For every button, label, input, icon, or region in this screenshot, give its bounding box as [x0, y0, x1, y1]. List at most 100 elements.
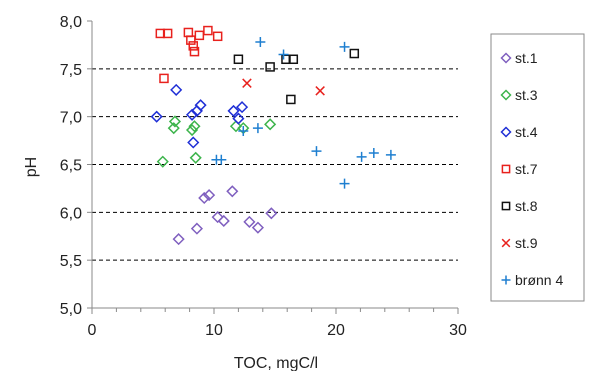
data-point [368, 148, 379, 159]
plus-marker [356, 151, 367, 162]
data-point [385, 149, 396, 160]
y-axis-ticks: 5,0 5,5 6,0 6,5 7,0 7,5 8,0 [60, 14, 92, 318]
series-br-nn-4 [211, 37, 396, 189]
series-st-4 [150, 83, 249, 149]
diamond-marker [198, 191, 211, 205]
legend-label: st.4 [515, 124, 538, 140]
legend-item: st.8 [501, 198, 538, 214]
diamond-marker [185, 108, 199, 121]
data-point [156, 155, 169, 168]
diamond-marker [150, 110, 163, 123]
diamond-marker [227, 104, 240, 117]
data-point [232, 112, 245, 125]
y-tick-label: 7,5 [60, 62, 82, 79]
data-point [356, 151, 367, 162]
gridlines [92, 68, 458, 261]
y-tick-label: 6,0 [60, 205, 82, 222]
data-point [189, 46, 200, 57]
diamond-marker [167, 122, 180, 135]
x-tick-label: 10 [205, 322, 223, 339]
diamond-marker [188, 120, 201, 133]
plus-marker [311, 146, 322, 157]
y-axis-label: pH [23, 157, 40, 177]
diamond-marker [226, 185, 239, 198]
square-marker [265, 62, 275, 72]
data-point [188, 41, 199, 51]
legend-label: brønn 4 [515, 272, 563, 288]
data-point [339, 41, 350, 52]
diamond-marker [194, 99, 207, 112]
x-marker [315, 86, 325, 96]
legend-item: st.7 [501, 161, 538, 177]
legend-item: brønn 4 [501, 272, 563, 288]
diamond-marker [172, 233, 185, 246]
legend: st.1 st.3 st.4 st.7 st.8 st.9 brønn 4 [490, 33, 585, 302]
legend-label: st.3 [515, 87, 538, 103]
diamond-marker [189, 151, 202, 164]
diamond-marker [500, 126, 512, 138]
data-point [198, 191, 211, 205]
data-point [186, 35, 196, 45]
data-point [194, 99, 207, 112]
diamond-marker [500, 89, 512, 101]
data-point [167, 122, 180, 135]
legend-box [490, 33, 585, 302]
square-marker [349, 48, 360, 59]
y-tick-label: 5,5 [60, 253, 82, 270]
diamond-marker [243, 215, 256, 228]
data-point [242, 78, 252, 88]
data-point [170, 83, 183, 96]
series-st-7 [155, 25, 223, 84]
square-marker [188, 41, 199, 51]
square-marker [189, 46, 200, 57]
square-marker [203, 25, 213, 36]
legend-item: st.3 [500, 87, 538, 103]
data-point [168, 115, 182, 128]
data-point [339, 178, 350, 189]
data-point [226, 185, 239, 198]
y-tick-label: 6,5 [60, 158, 82, 175]
square-marker [212, 31, 223, 42]
series-st-1 [172, 185, 278, 246]
plus-marker [216, 154, 227, 165]
legend-label: st.1 [515, 50, 538, 66]
data-point [216, 154, 227, 165]
data-point [238, 126, 249, 137]
diamond-marker [500, 52, 512, 64]
x-tick-label: 20 [327, 322, 345, 339]
y-tick-label: 5,0 [60, 301, 82, 318]
legend-label: st.7 [515, 161, 538, 177]
plus-marker [368, 148, 379, 159]
data-point [185, 108, 199, 121]
diamond-marker [229, 120, 243, 133]
plus-marker [339, 178, 350, 189]
plus-marker [255, 37, 266, 48]
diamond-marker [235, 101, 249, 114]
data-point [212, 31, 223, 42]
data-point [187, 136, 200, 149]
x-axis-ticks: 0 10 20 30 [88, 308, 467, 339]
diamond-marker [265, 207, 278, 220]
diamond-marker [170, 83, 183, 96]
data-point [288, 54, 299, 65]
data-point [235, 101, 249, 114]
diamond-marker [190, 222, 203, 235]
series-st-3 [156, 115, 277, 168]
data-point [264, 118, 277, 131]
data-point [159, 73, 169, 84]
data-point [243, 215, 256, 228]
data-point [217, 214, 230, 228]
square-marker [183, 27, 194, 38]
data-point [311, 146, 322, 157]
data-point [150, 110, 163, 123]
data-point [188, 120, 201, 133]
square-marker [286, 94, 296, 105]
legend-item: st.9 [501, 235, 538, 251]
data-point [203, 189, 216, 202]
diamond-marker [251, 221, 264, 234]
data-point [162, 28, 173, 39]
data-point [211, 211, 224, 224]
data-point [286, 94, 296, 105]
data-point [265, 207, 278, 220]
